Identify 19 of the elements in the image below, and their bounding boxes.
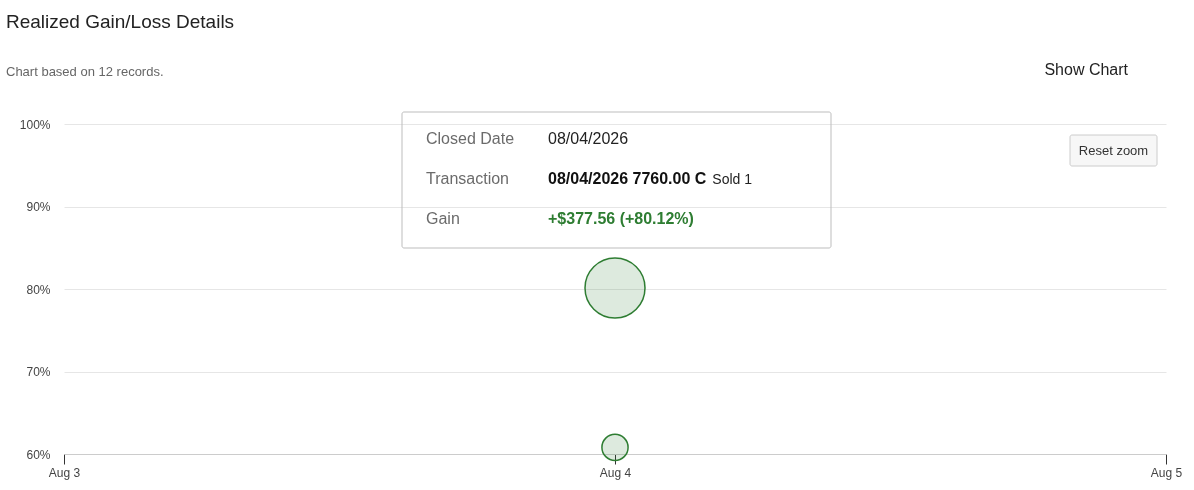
x-tick-label: Aug 5 — [1150, 465, 1183, 480]
y-tick-label: 90% — [26, 200, 51, 214]
chart-title: Realized Gain/Loss Details — [6, 11, 235, 32]
annotation: Reset zoom — [1078, 142, 1149, 158]
annotation: Closed Date — [426, 130, 515, 147]
y-tick-label: 70% — [26, 365, 51, 379]
y-tick-label: 60% — [26, 447, 51, 462]
y-tick-label: 100% — [19, 117, 51, 132]
annotation: 08/04/2026 — [548, 130, 629, 147]
chart-subtitle: Chart based on 12 records. — [6, 64, 164, 79]
annotation: 08/04/2026 7760.00 C — [548, 170, 707, 187]
y-tick-label: 80% — [26, 282, 51, 297]
annotation: +$377.56 (+80.12%) — [548, 210, 694, 227]
x-tick-label: Aug 3 — [48, 465, 81, 480]
annotation: Transaction — [426, 170, 509, 187]
x-tick-label: Aug 4 — [599, 465, 632, 480]
annotation: Sold 1 — [712, 171, 753, 187]
annotation: Gain — [426, 210, 460, 227]
text: Show Chart — [1044, 61, 1129, 78]
